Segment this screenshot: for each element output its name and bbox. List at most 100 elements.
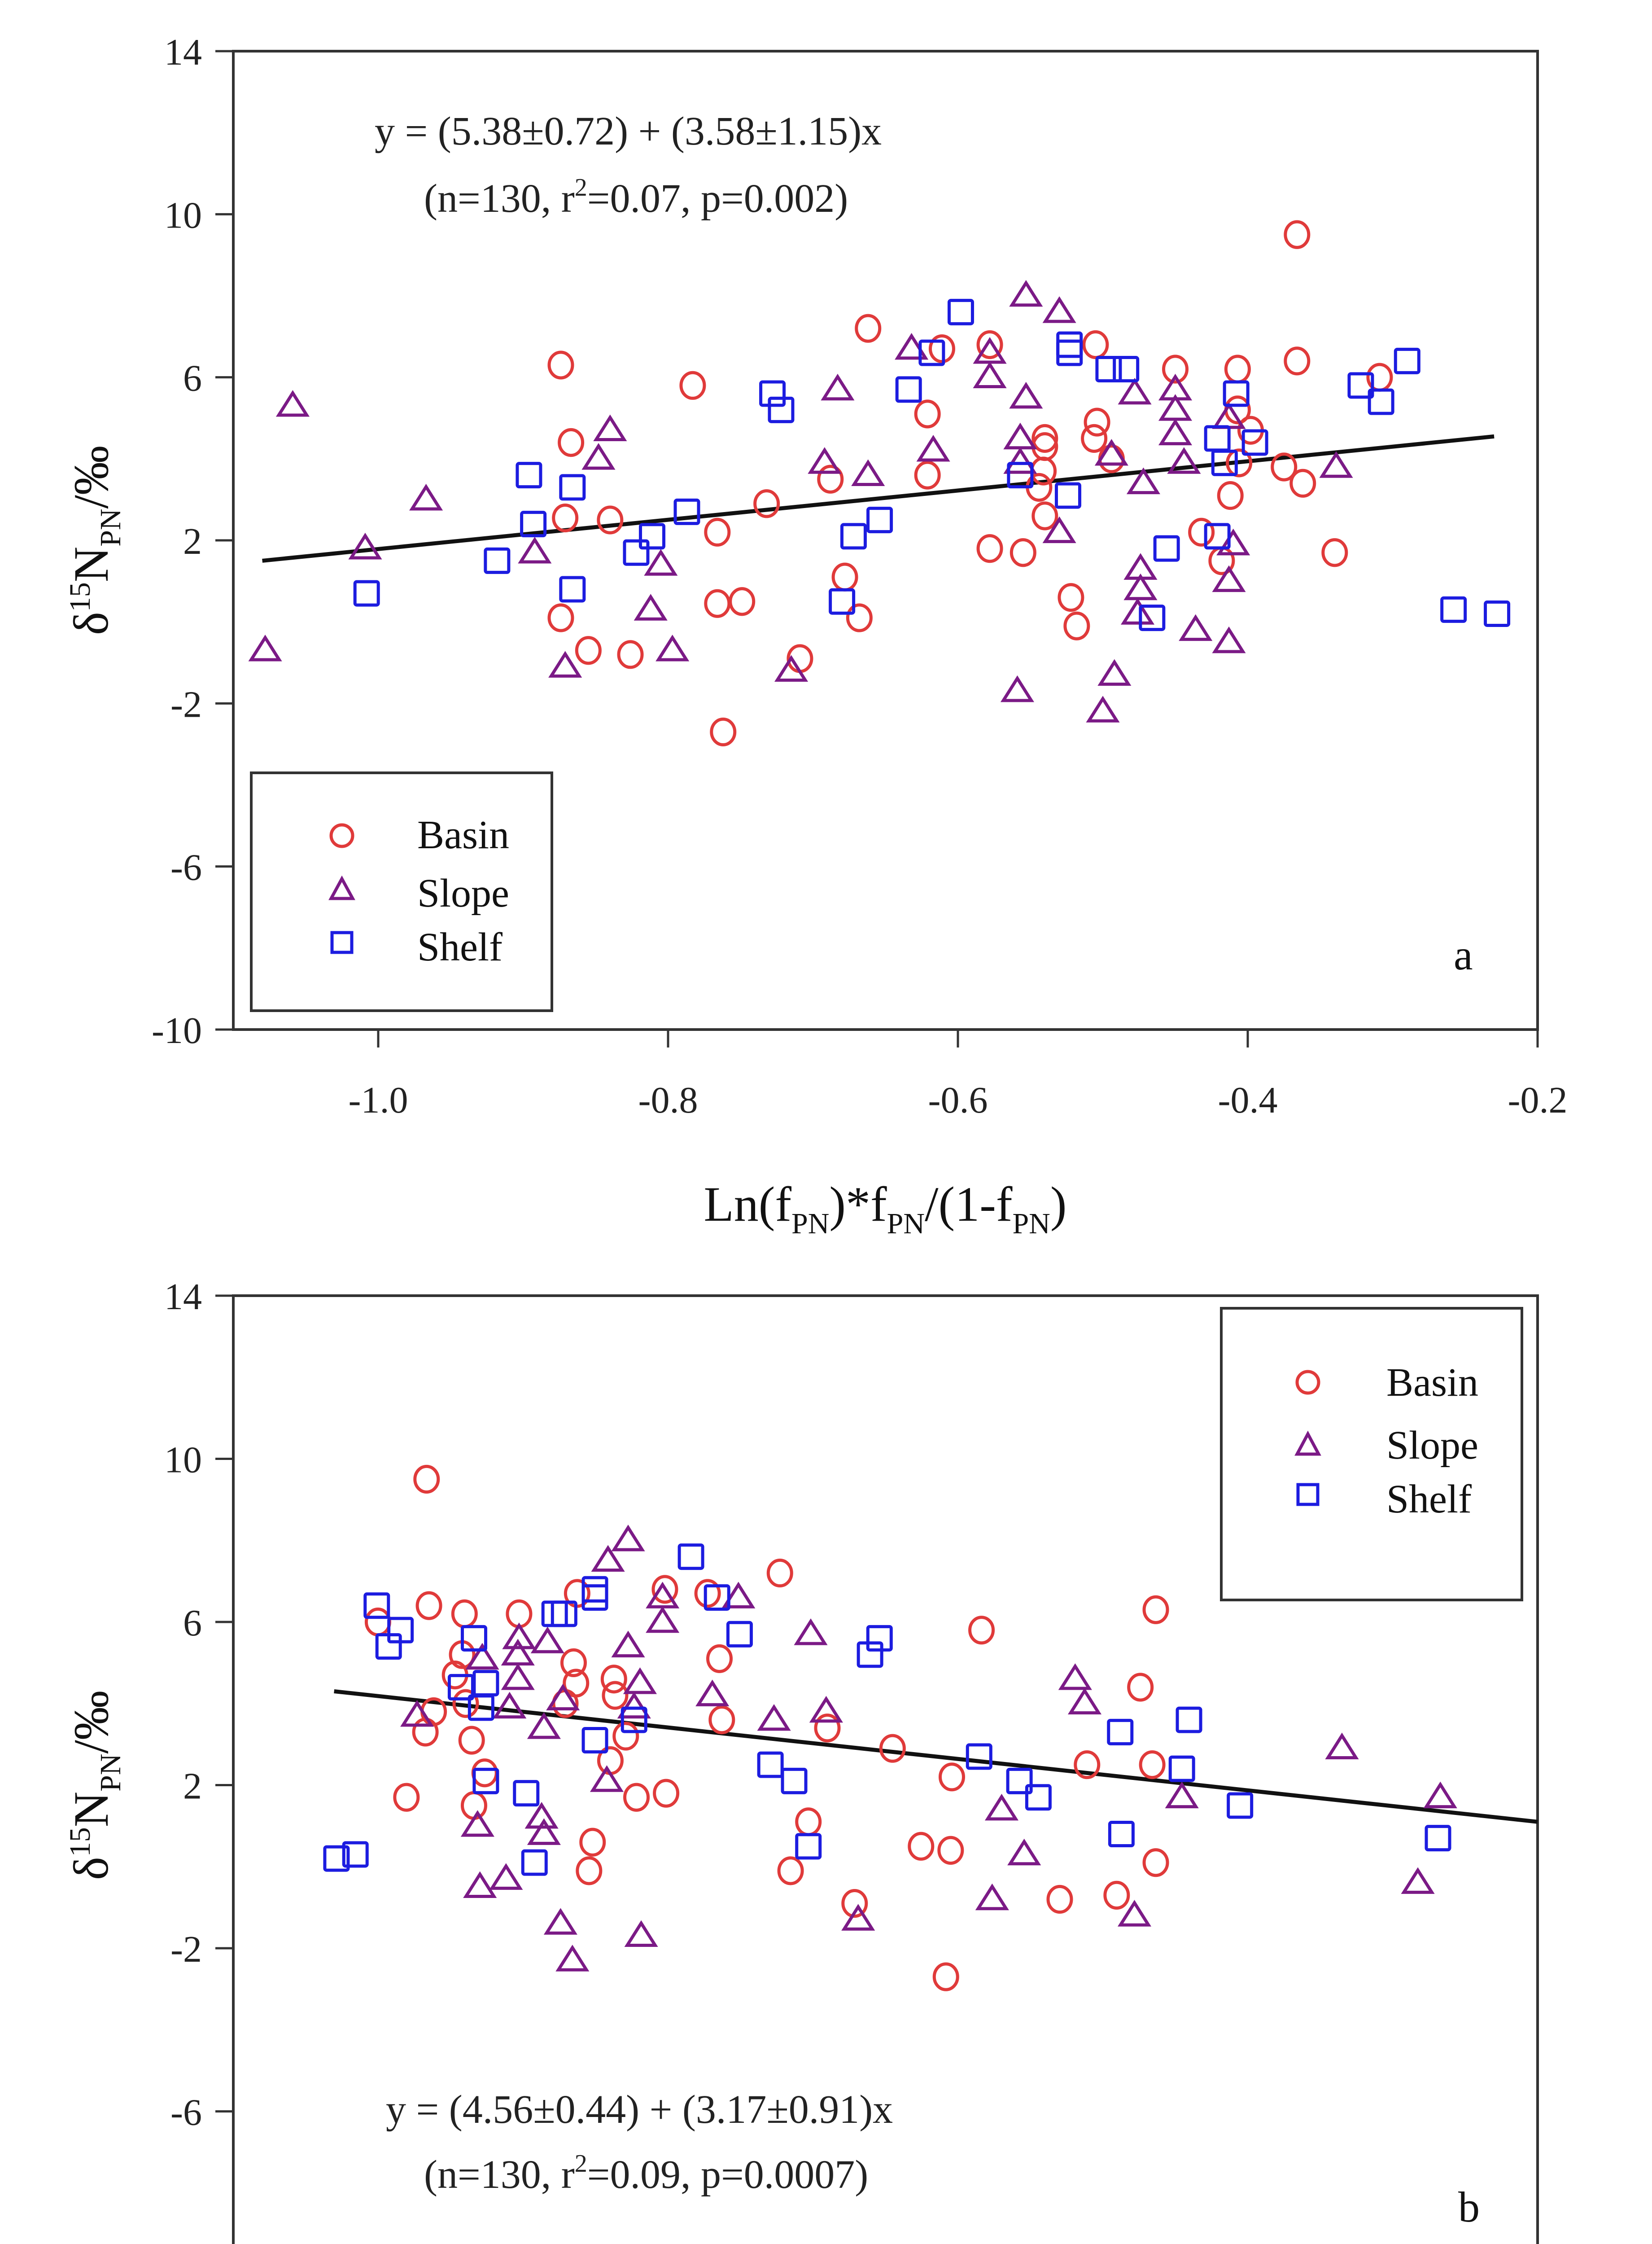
basin-point bbox=[1142, 1848, 1169, 1877]
basin-point bbox=[932, 1962, 959, 1991]
y-title-unit: /‰ bbox=[64, 1691, 118, 1754]
y-tick-label: 10 bbox=[164, 194, 202, 236]
points bbox=[248, 220, 1511, 747]
x-tick-label: -0.8 bbox=[638, 1079, 698, 1121]
legend-basin-label: Basin bbox=[1386, 1360, 1478, 1405]
slope-point bbox=[348, 533, 382, 560]
basin-point bbox=[1010, 538, 1036, 567]
shelf-point bbox=[623, 539, 650, 566]
slope-point bbox=[465, 1643, 499, 1670]
shelf-point bbox=[460, 1625, 487, 1652]
slope-point bbox=[530, 1626, 564, 1653]
series-shelf bbox=[353, 298, 1511, 631]
basin-point bbox=[563, 1669, 590, 1698]
y-title-sub: PN bbox=[94, 508, 127, 546]
basin-point bbox=[766, 1558, 793, 1588]
slope-point bbox=[1067, 1687, 1102, 1715]
legend-basin-label: Basin bbox=[417, 813, 509, 857]
slope-point bbox=[808, 447, 842, 474]
slope-point bbox=[841, 1904, 875, 1931]
shelf-point bbox=[1056, 331, 1083, 358]
slope-point bbox=[821, 373, 855, 401]
annotation-stats: (n=130, r2=0.09, p=0.0007) bbox=[424, 2150, 868, 2197]
basin-point bbox=[795, 1807, 822, 1836]
slope-point bbox=[527, 1818, 561, 1845]
basin-point bbox=[576, 1856, 603, 1885]
basin-point bbox=[708, 1705, 735, 1735]
shelf-point bbox=[1227, 1792, 1254, 1819]
y-tick-label: 2 bbox=[183, 1766, 202, 1807]
y-title-n: N bbox=[64, 547, 118, 582]
shelf-point bbox=[513, 1780, 540, 1807]
series-shelf bbox=[323, 1543, 1451, 1876]
slope-point bbox=[1118, 377, 1152, 405]
y-tick-label: -2 bbox=[170, 684, 202, 725]
basin-point bbox=[597, 505, 624, 535]
basin-point bbox=[451, 1599, 478, 1628]
basin-point bbox=[1074, 1750, 1101, 1779]
shelf-point bbox=[829, 588, 856, 615]
basin-point bbox=[777, 1856, 804, 1885]
annotation-stats-sup: 2 bbox=[575, 174, 587, 202]
slope-point bbox=[1216, 528, 1250, 556]
legend-slope-label: Slope bbox=[417, 871, 509, 916]
basin-point bbox=[1188, 517, 1215, 547]
basin-point bbox=[914, 460, 941, 490]
slope-point bbox=[794, 1618, 828, 1645]
slope-point bbox=[1319, 451, 1353, 478]
slope-point bbox=[1042, 516, 1076, 543]
y-axis-title: δ15NPN/‰ bbox=[64, 446, 127, 635]
basin-point bbox=[938, 1762, 965, 1792]
shelf-point bbox=[840, 523, 867, 550]
slope-point bbox=[543, 1908, 577, 1935]
basin-point bbox=[694, 1579, 721, 1608]
slope-point bbox=[1003, 422, 1037, 450]
basin-point bbox=[617, 640, 644, 669]
slope-point bbox=[527, 1712, 561, 1739]
basin-point bbox=[1031, 501, 1058, 530]
slope-point bbox=[611, 1525, 645, 1552]
basin-point bbox=[1081, 424, 1108, 453]
shelf-point bbox=[1241, 429, 1268, 456]
slope-point bbox=[644, 549, 678, 576]
slope-point bbox=[1003, 447, 1037, 474]
basin-point bbox=[1284, 346, 1311, 376]
slope-point bbox=[1401, 1867, 1435, 1894]
slope-point bbox=[646, 1606, 680, 1633]
y-title-unit: /‰ bbox=[64, 446, 118, 509]
ticks: 14 10 6 2 -2 -6 -10 -1.0 -0.8 -0.6 -0.4 -0.2 bbox=[152, 31, 1567, 1121]
x-title-part: Ln(f bbox=[704, 1177, 792, 1232]
shelf-point bbox=[704, 1584, 730, 1611]
panel-a: 14 10 6 2 -2 -6 -10 -1.0 -0.8 -0.6 -0.4 -0.2 y = (5… bbox=[64, 31, 1567, 1240]
shelf-point bbox=[857, 1641, 883, 1668]
shelf-point bbox=[581, 1576, 608, 1603]
x-tick-label: -0.2 bbox=[1508, 1079, 1568, 1121]
shelf-point bbox=[947, 298, 974, 325]
shelf-point bbox=[353, 580, 380, 607]
slope-point bbox=[624, 1920, 658, 1947]
basin-point bbox=[1289, 469, 1316, 498]
basin-point bbox=[1271, 452, 1298, 482]
slope-point bbox=[721, 1582, 756, 1608]
shelf-point bbox=[541, 1600, 568, 1627]
slope-point bbox=[1158, 418, 1193, 446]
basin-point bbox=[653, 1779, 680, 1808]
shelf-point bbox=[559, 576, 586, 603]
annotation-stats-pre: (n=130, r bbox=[424, 2152, 575, 2197]
slope-point bbox=[493, 1692, 527, 1719]
basin-point bbox=[452, 1689, 479, 1718]
basin-point bbox=[976, 330, 1003, 359]
slope-point bbox=[502, 1622, 536, 1649]
annotation-stats-pre: (n=130, r bbox=[424, 176, 575, 221]
slope-point bbox=[1009, 280, 1043, 307]
slope-point bbox=[973, 361, 1007, 388]
shelf-point bbox=[1394, 347, 1420, 374]
shelf-point bbox=[323, 1845, 350, 1872]
slope-point bbox=[1179, 614, 1213, 641]
slope-point bbox=[548, 651, 582, 678]
slope-point bbox=[593, 414, 627, 442]
y-title-delta: δ bbox=[64, 612, 118, 635]
shelf-point bbox=[1113, 356, 1140, 382]
